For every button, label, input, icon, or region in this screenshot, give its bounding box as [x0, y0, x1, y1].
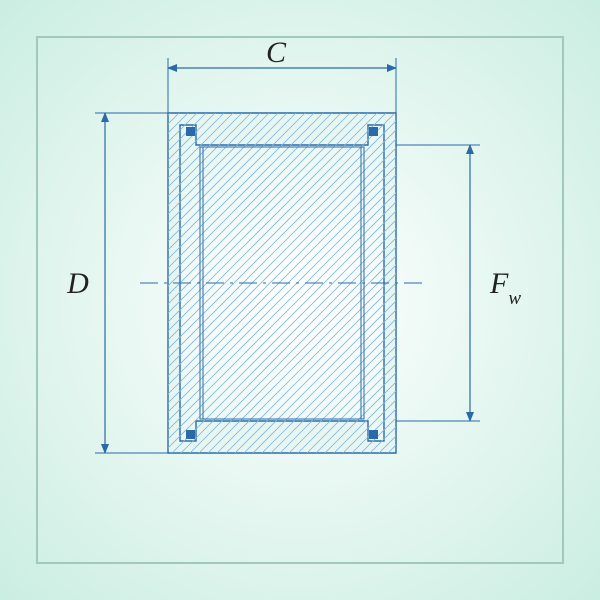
retainer-square	[186, 430, 195, 439]
label-c: C	[266, 36, 287, 69]
retainer-square	[369, 430, 378, 439]
retainer-square	[369, 127, 378, 136]
label-d: D	[66, 267, 89, 300]
retainer-square	[186, 127, 195, 136]
